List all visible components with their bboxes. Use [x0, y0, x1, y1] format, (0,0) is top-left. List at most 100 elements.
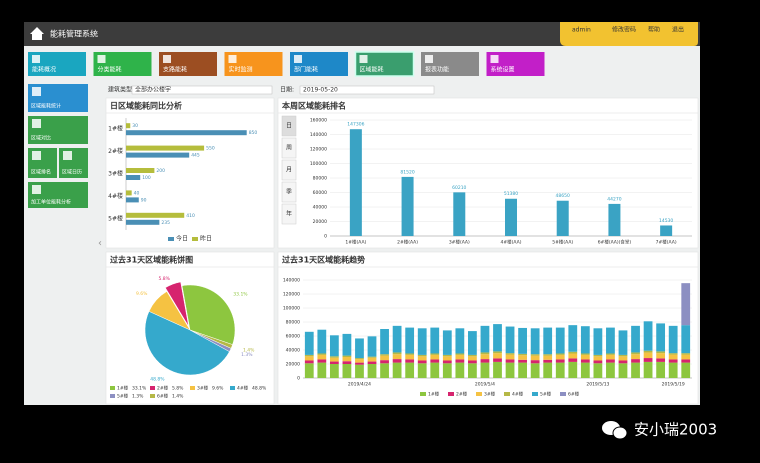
nav-label: 支路能耗	[163, 66, 187, 74]
side-label: 区域排名	[31, 169, 51, 176]
charts: 日区域能耗同比分析 1#楼 850 30 2#楼 445 550 3#楼 100 200 4#楼 90…	[105, 97, 699, 405]
bar-segment	[430, 353, 440, 355]
y-tick-label: 140000	[283, 278, 300, 284]
bar-segment	[568, 351, 578, 354]
pie-slice	[189, 329, 233, 349]
bar-segment	[455, 362, 465, 378]
bar-segment	[342, 333, 352, 356]
legend-label: 1#楼	[117, 385, 129, 392]
bar-segment	[580, 362, 590, 378]
filter-value: 全部办公楼宇	[135, 86, 171, 94]
bar-segment	[480, 359, 490, 363]
bar-segment	[367, 357, 377, 362]
bar-segment	[505, 362, 515, 378]
bar-segment	[380, 363, 389, 378]
value-label: 235	[161, 220, 170, 226]
y-tick-label: 20000	[286, 362, 300, 368]
period-tab[interactable]	[281, 181, 297, 203]
watermark: 安小瑞2003	[602, 421, 717, 440]
legend-label: 3#楼	[484, 391, 496, 398]
filter-select[interactable]	[299, 85, 435, 95]
x-tick-label: 2#楼(AA)	[397, 239, 418, 246]
bar-segment	[392, 362, 402, 378]
nav-icon	[97, 55, 106, 63]
bar	[505, 198, 517, 236]
bar-segment	[668, 325, 678, 354]
bar-segment	[681, 362, 691, 378]
bar-segment	[543, 362, 553, 378]
filter-label: 建筑类型:	[108, 86, 134, 94]
legend-swatch	[192, 237, 198, 241]
legend-swatch	[560, 392, 566, 396]
bar-segment	[367, 364, 377, 378]
legend-label: 3#楼	[197, 385, 209, 392]
value-label: 48650	[556, 193, 570, 199]
x-tick-label: 2019/5/13	[586, 382, 609, 388]
y-tick-label: 80000	[313, 176, 327, 182]
nav-icon	[228, 55, 237, 63]
y-tick-label: 120000	[310, 147, 327, 153]
filter-select[interactable]	[131, 85, 273, 95]
period-tab[interactable]	[281, 137, 297, 159]
bar-segment	[329, 361, 339, 364]
bar-segment	[505, 326, 515, 354]
bar-segment	[656, 353, 666, 359]
bar-segment	[681, 359, 691, 363]
bar-segment	[367, 336, 377, 357]
home-icon[interactable]	[30, 27, 44, 40]
bar-segment	[417, 354, 427, 357]
nav-label: 实时监测	[229, 66, 253, 74]
legend-label: 5#楼	[540, 391, 552, 398]
bar-segment	[342, 361, 352, 364]
bar-segment	[442, 363, 452, 378]
side-label: 区域能耗统计	[31, 103, 61, 110]
bar-segment	[480, 352, 490, 355]
period-tab[interactable]	[281, 203, 297, 225]
legend-label: 2#楼	[456, 391, 468, 398]
nav-bar: 能耗概况 分类能耗 支路能耗 实时监测 部门能耗 区域能耗 报表功能 系统设置	[28, 51, 545, 77]
bar-segment	[392, 359, 402, 363]
legend-swatch	[476, 392, 482, 396]
app-title: 能耗管理系统	[50, 29, 98, 39]
bar	[126, 175, 141, 180]
bar-segment	[355, 362, 364, 365]
user-link[interactable]: 帮助	[648, 26, 660, 34]
bar	[126, 130, 247, 136]
period-tab[interactable]	[281, 159, 297, 181]
y-tick-label: 60000	[313, 190, 327, 196]
user-link[interactable]: 修改密码	[612, 26, 636, 34]
bar-segment	[317, 329, 327, 354]
user-link[interactable]: 退出	[672, 26, 684, 34]
period-tab[interactable]	[281, 115, 297, 137]
legend-value: 9.6%	[212, 386, 224, 392]
y-tick-label: 3#楼	[108, 170, 123, 178]
legend-label: 5#楼	[117, 393, 129, 400]
filter-label: 日期:	[280, 86, 294, 94]
value-label: 14530	[659, 218, 673, 224]
legend-value: 33.1%	[132, 386, 147, 392]
bar-segment	[643, 361, 653, 378]
bar-segment	[668, 354, 678, 360]
bar-segment	[392, 352, 402, 355]
y-tick-label: 2#楼	[108, 147, 123, 155]
collapse-arrow[interactable]: ‹	[98, 238, 102, 249]
value-label: 850	[249, 130, 258, 136]
bar-segment	[442, 360, 452, 364]
user-name[interactable]: admin	[572, 27, 591, 34]
y-tick-label: 160000	[310, 118, 327, 124]
legend-label: 2#楼	[157, 385, 169, 392]
legend-swatch	[110, 386, 115, 390]
bar-segment	[606, 354, 615, 360]
nav-label: 部门能耗	[294, 66, 318, 74]
x-tick-label: 4#楼(AA)	[501, 239, 522, 246]
bar-segment	[304, 354, 314, 357]
bar-segment	[317, 354, 327, 360]
y-tick-label: 100000	[310, 161, 327, 167]
bar-segment	[468, 356, 477, 361]
legend-swatch	[150, 386, 155, 390]
value-label: 200	[156, 168, 165, 174]
bar-segment	[417, 328, 427, 355]
side-icon	[32, 119, 41, 128]
y-tick-label: 40000	[313, 205, 327, 211]
